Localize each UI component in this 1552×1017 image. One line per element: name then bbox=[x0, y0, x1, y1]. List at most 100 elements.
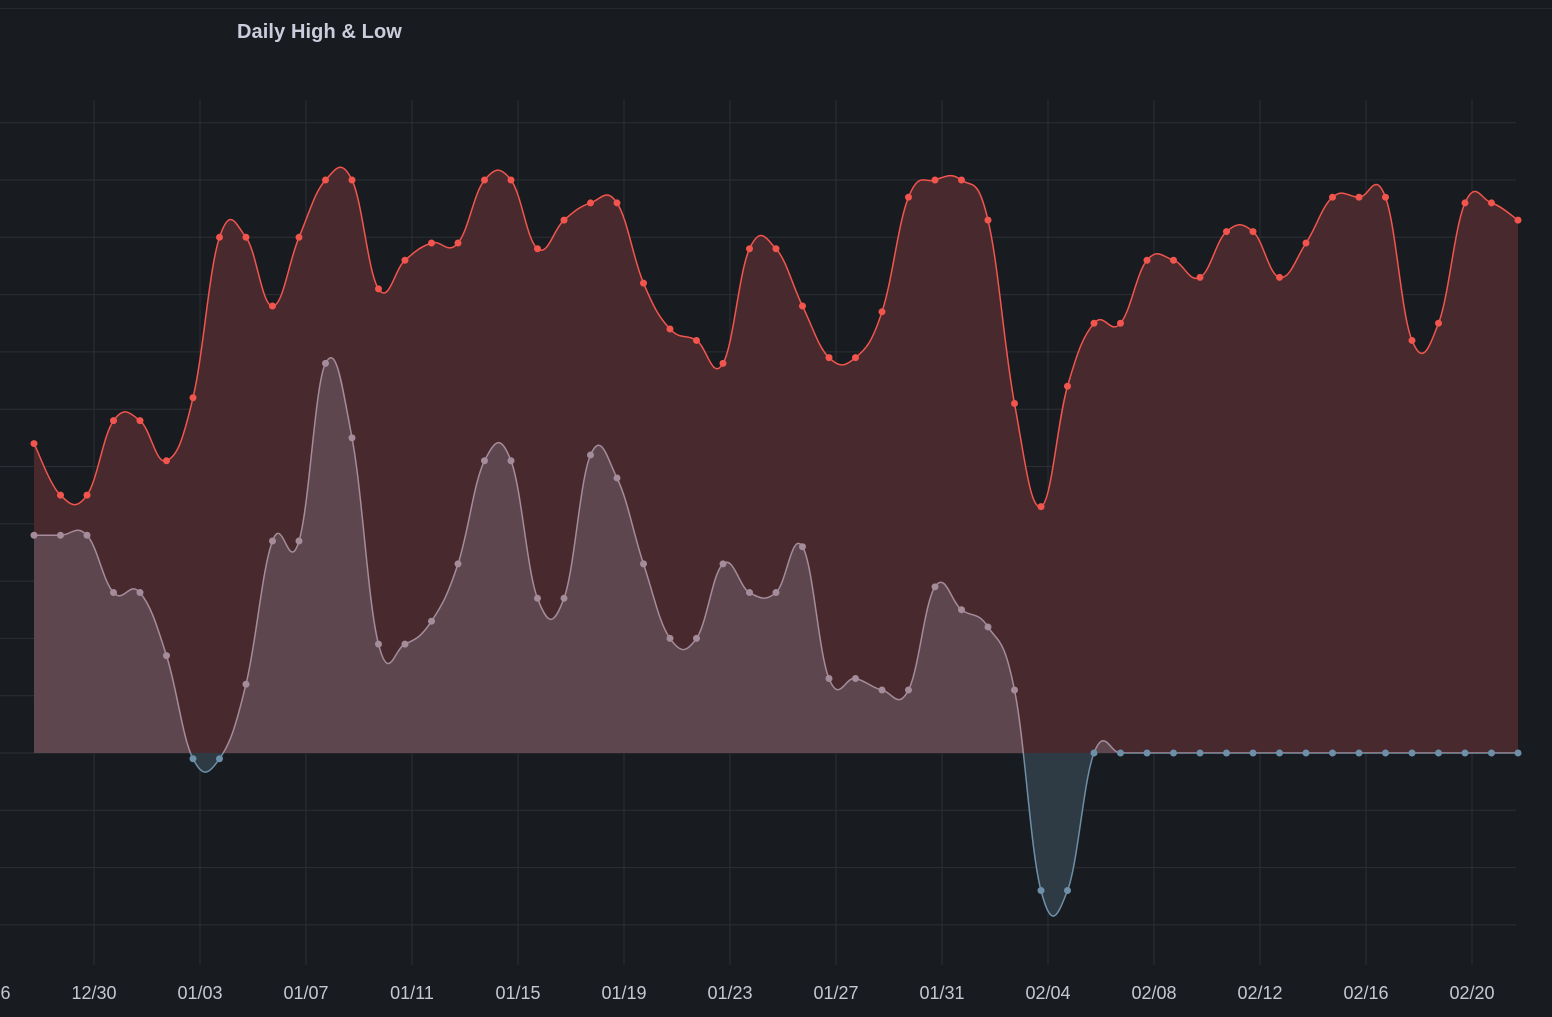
high-point bbox=[1196, 273, 1204, 281]
panel-title[interactable]: Daily High & Low bbox=[237, 21, 402, 43]
high-point bbox=[1090, 319, 1098, 327]
series-areas bbox=[34, 167, 1518, 916]
low-point bbox=[984, 623, 992, 631]
high-point bbox=[1037, 503, 1045, 511]
low-point bbox=[1064, 887, 1071, 895]
x-tick-label: 01/03 bbox=[177, 983, 222, 1003]
low-point bbox=[1408, 749, 1416, 757]
high-point bbox=[560, 216, 568, 224]
low-point bbox=[905, 686, 912, 694]
high-point bbox=[454, 239, 462, 247]
x-tick-label: 01/07 bbox=[283, 983, 328, 1003]
high-point bbox=[640, 279, 647, 287]
low-point bbox=[719, 560, 727, 568]
high-point bbox=[1408, 336, 1416, 344]
x-axis: 12/26 12/30 01/03 01/07 01/11 01/15 01/19 01/23… bbox=[0, 983, 1495, 1003]
low-point bbox=[1196, 749, 1204, 757]
high-point bbox=[295, 233, 303, 241]
low-point bbox=[1249, 749, 1257, 757]
panel-top-border bbox=[0, 8, 1552, 9]
high-point bbox=[905, 193, 912, 201]
high-point bbox=[1223, 228, 1230, 236]
low-point bbox=[110, 589, 117, 597]
low-point bbox=[189, 755, 197, 763]
high-point bbox=[216, 233, 223, 241]
low-point bbox=[295, 537, 303, 545]
high-point bbox=[878, 308, 886, 316]
high-point bbox=[1302, 239, 1310, 247]
high-point bbox=[1435, 319, 1442, 327]
low-point bbox=[507, 457, 515, 465]
high-point bbox=[1117, 319, 1124, 327]
low-point bbox=[1117, 749, 1124, 757]
high-point bbox=[931, 176, 939, 184]
low-point bbox=[1329, 749, 1336, 757]
low-point bbox=[1355, 749, 1363, 757]
low-point bbox=[216, 755, 223, 763]
low-point bbox=[428, 617, 435, 625]
low-point bbox=[878, 686, 886, 694]
high-area bbox=[34, 167, 1518, 754]
high-point bbox=[852, 354, 859, 362]
high-point bbox=[772, 245, 780, 253]
high-point bbox=[1249, 228, 1257, 236]
high-point bbox=[481, 176, 488, 184]
high-point bbox=[83, 491, 91, 499]
high-point bbox=[958, 176, 965, 184]
low-point bbox=[958, 606, 965, 614]
x-tick-label: 02/08 bbox=[1131, 983, 1176, 1003]
low-point bbox=[931, 583, 939, 591]
high-point bbox=[401, 256, 409, 264]
low-point bbox=[746, 589, 753, 597]
low-line bbox=[33, 357, 1518, 753]
low-point bbox=[772, 589, 780, 597]
high-point bbox=[30, 440, 38, 448]
low-point bbox=[1382, 749, 1389, 757]
x-tick-label: 12/26 bbox=[0, 983, 11, 1003]
high-point bbox=[1382, 193, 1389, 201]
high-point bbox=[136, 417, 144, 425]
high-point bbox=[507, 176, 515, 184]
low-point bbox=[1514, 749, 1522, 757]
high-point bbox=[984, 216, 992, 224]
high-point bbox=[322, 176, 329, 184]
low-point bbox=[348, 434, 356, 442]
low-point bbox=[613, 474, 621, 482]
low-point bbox=[242, 680, 250, 688]
low-point bbox=[1302, 749, 1310, 757]
low-area bbox=[34, 357, 1518, 753]
low-point bbox=[560, 594, 568, 602]
low-point bbox=[1011, 686, 1018, 694]
high-point bbox=[189, 394, 197, 402]
low-point bbox=[30, 531, 38, 539]
high-point bbox=[587, 199, 594, 207]
x-tick-label: 01/23 bbox=[707, 983, 752, 1003]
high-point bbox=[719, 359, 727, 367]
low-point bbox=[825, 675, 833, 683]
high-point bbox=[1276, 273, 1283, 281]
high-point bbox=[375, 285, 382, 293]
x-tick-label: 02/12 bbox=[1237, 983, 1282, 1003]
low-point bbox=[1435, 749, 1442, 757]
low-point bbox=[534, 594, 541, 602]
low-point bbox=[269, 537, 276, 545]
high-point bbox=[1488, 199, 1495, 207]
series-points bbox=[30, 176, 1522, 895]
low-point bbox=[163, 652, 170, 660]
high-point bbox=[110, 417, 117, 425]
low-point bbox=[1170, 749, 1177, 757]
high-point bbox=[1064, 382, 1071, 390]
high-point bbox=[1355, 193, 1363, 201]
x-tick-label: 02/04 bbox=[1025, 983, 1070, 1003]
high-point bbox=[1143, 256, 1151, 264]
low-point bbox=[640, 560, 647, 568]
high-point bbox=[825, 354, 833, 362]
low-point bbox=[799, 543, 806, 551]
x-tick-label: 01/15 bbox=[495, 983, 540, 1003]
low-point bbox=[1037, 887, 1045, 895]
high-point bbox=[666, 325, 674, 333]
x-tick-label: 01/11 bbox=[390, 983, 434, 1003]
high-point bbox=[799, 302, 806, 310]
